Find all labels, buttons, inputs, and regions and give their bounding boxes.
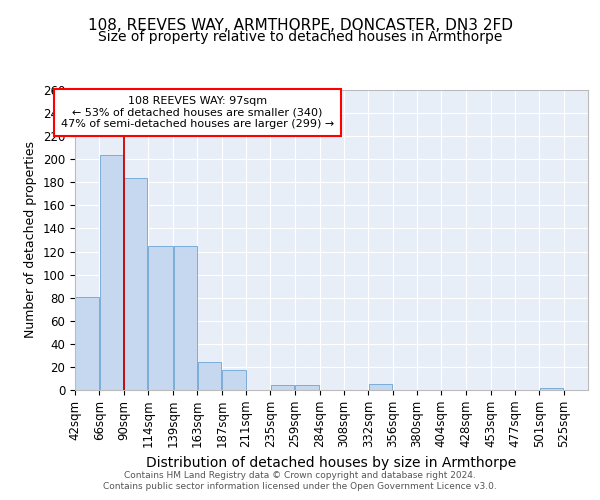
Bar [124, 178, 148, 390]
Text: Contains HM Land Registry data © Crown copyright and database right 2024.: Contains HM Land Registry data © Crown c… [124, 471, 476, 480]
Bar [173, 246, 197, 390]
X-axis label: Distribution of detached houses by size in Armthorpe: Distribution of detached houses by size … [146, 456, 517, 469]
Bar [148, 246, 173, 390]
Bar [76, 296, 99, 390]
Bar [295, 386, 319, 390]
Bar [540, 388, 563, 390]
Text: 108, REEVES WAY, ARMTHORPE, DONCASTER, DN3 2FD: 108, REEVES WAY, ARMTHORPE, DONCASTER, D… [88, 18, 512, 32]
Text: Size of property relative to detached houses in Armthorpe: Size of property relative to detached ho… [98, 30, 502, 44]
Y-axis label: Number of detached properties: Number of detached properties [25, 142, 37, 338]
Bar [271, 386, 294, 390]
Text: 108 REEVES WAY: 97sqm
← 53% of detached houses are smaller (340)
47% of semi-det: 108 REEVES WAY: 97sqm ← 53% of detached … [61, 96, 334, 129]
Bar [369, 384, 392, 390]
Bar [100, 154, 123, 390]
Bar [222, 370, 245, 390]
Text: Contains public sector information licensed under the Open Government Licence v3: Contains public sector information licen… [103, 482, 497, 491]
Bar [198, 362, 221, 390]
